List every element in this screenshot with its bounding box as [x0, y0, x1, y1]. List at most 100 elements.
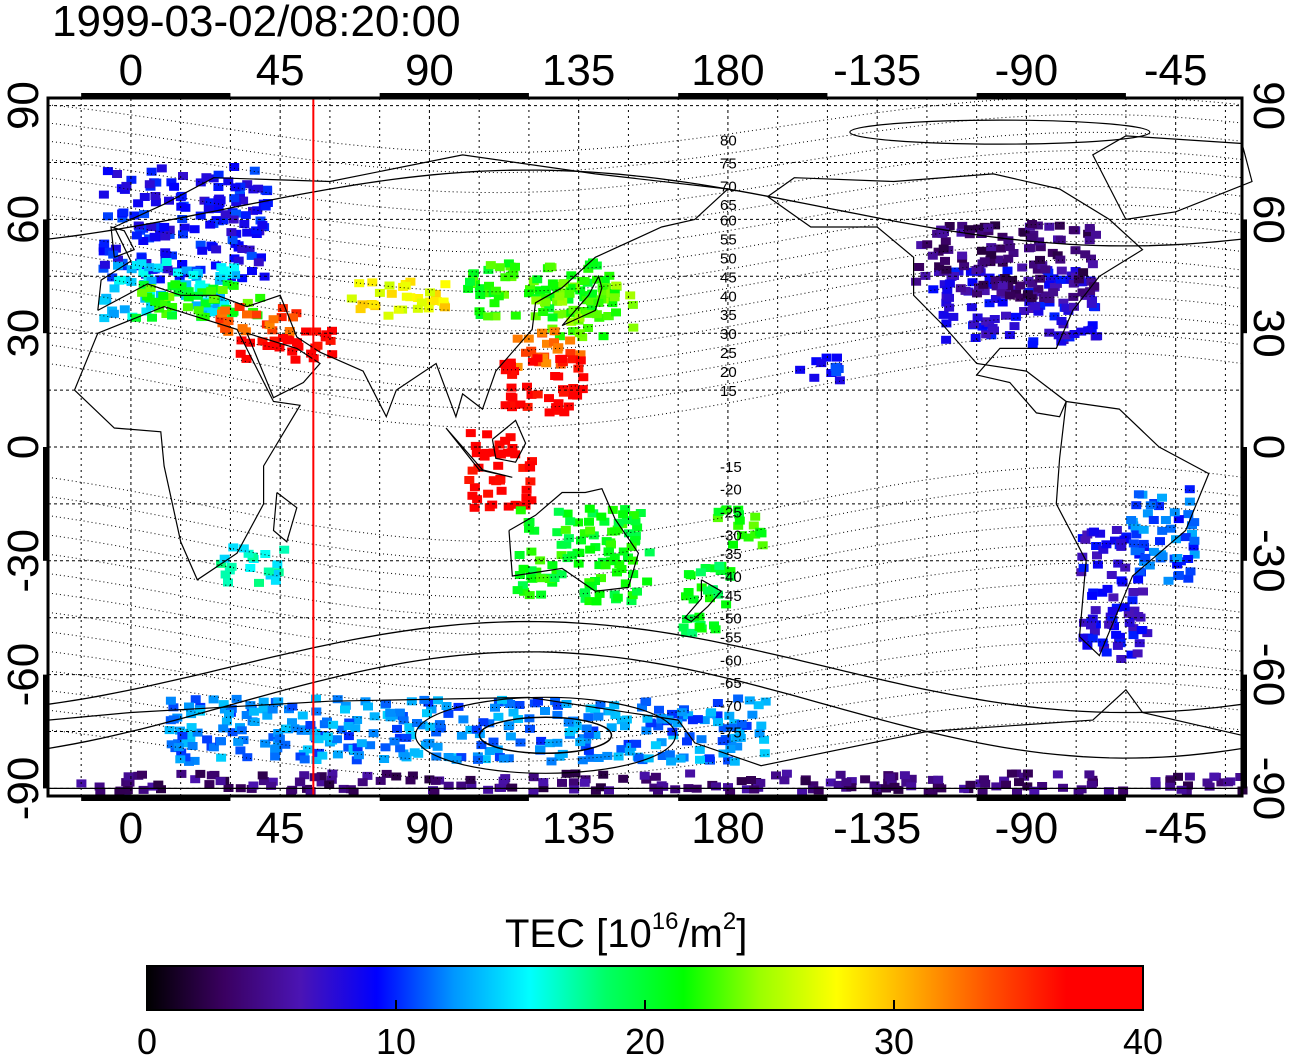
tec-cell	[348, 787, 359, 796]
tec-cell	[1027, 340, 1038, 349]
tec-cell	[983, 223, 994, 232]
tec-cell	[590, 577, 600, 585]
contour-label: -65	[720, 675, 742, 692]
tec-cell	[1026, 233, 1037, 242]
contour-line	[47, 582, 1243, 654]
contour-label: -45	[720, 588, 742, 605]
tec-cell	[520, 501, 531, 510]
tec-cell	[184, 702, 194, 711]
tec-cell	[607, 505, 618, 514]
tec-cell	[1132, 649, 1143, 658]
tec-cell	[628, 511, 639, 520]
tec-cell	[532, 354, 543, 363]
tec-cell	[465, 775, 476, 784]
tec-cell	[1007, 276, 1018, 285]
tec-cell	[725, 567, 736, 576]
tec-cell	[202, 735, 213, 744]
tec-cell	[1111, 630, 1122, 639]
tec-cell	[243, 549, 254, 558]
contour-label: -30	[720, 527, 742, 544]
tec-cell	[1128, 624, 1139, 633]
tec-cell	[464, 476, 475, 484]
tec-cell	[1052, 770, 1063, 779]
tec-cell	[1099, 643, 1110, 652]
tec-cell	[487, 500, 498, 509]
tec-cell	[1040, 265, 1051, 274]
tec-cell	[534, 358, 545, 367]
tec-cell	[495, 476, 505, 485]
contour-label: -15	[720, 459, 742, 476]
tec-cell	[1087, 634, 1098, 643]
tec-cell	[154, 275, 165, 284]
tec-cell	[199, 196, 210, 205]
tec-cell	[267, 777, 278, 786]
tec-cell	[552, 738, 563, 747]
tec-cell	[1108, 593, 1119, 602]
tec-cell	[287, 785, 298, 794]
tec-cell	[978, 280, 989, 289]
tec-cell	[481, 448, 492, 457]
tec-cell	[214, 194, 225, 203]
tec-cell	[573, 559, 584, 568]
tec-cell	[346, 294, 357, 303]
tec-cell	[553, 343, 564, 352]
tec-cell	[1006, 769, 1017, 778]
tec-cell	[606, 723, 617, 732]
tec-cell	[682, 737, 692, 746]
tec-cell	[384, 281, 395, 290]
tec-cell	[138, 269, 149, 278]
tec-cell	[1183, 510, 1194, 519]
tec-cell	[1165, 524, 1176, 533]
tec-cell	[515, 738, 526, 747]
tec-cell	[399, 752, 410, 761]
tec-cell	[734, 510, 744, 519]
tec-cell	[234, 303, 245, 311]
tec-cell	[98, 247, 109, 256]
tec-cell	[279, 545, 290, 554]
tec-cell	[292, 338, 302, 347]
tec-cell	[189, 225, 200, 234]
tec-cell	[626, 597, 637, 606]
tec-cell	[1029, 260, 1039, 269]
tec-cell	[413, 294, 424, 302]
tec-cell	[488, 476, 499, 485]
tec-cell	[1101, 648, 1112, 657]
tec-cell	[744, 696, 755, 705]
tec-cell	[700, 564, 711, 572]
tec-cell	[606, 557, 617, 566]
tec-cell	[928, 775, 938, 784]
tec-cell	[557, 297, 568, 306]
tec-cell	[237, 245, 248, 253]
tec-cell	[621, 715, 632, 724]
tec-cell	[759, 735, 770, 744]
tec-cell	[215, 293, 225, 302]
tec-cell	[311, 707, 322, 716]
tec-cell	[522, 402, 533, 411]
tec-cell	[1169, 508, 1180, 517]
tec-cell	[213, 204, 224, 213]
tec-cell	[983, 280, 994, 289]
tec-cell	[139, 193, 150, 201]
tec-cell	[269, 569, 280, 578]
tec-cell	[544, 739, 555, 748]
tec-cell	[1111, 526, 1122, 534]
tec-cell	[916, 241, 927, 250]
tec-cell	[1035, 274, 1046, 283]
tec-cell	[733, 694, 744, 703]
frame-bar	[379, 795, 529, 801]
tec-cell	[138, 237, 149, 245]
tec-cell	[301, 327, 312, 336]
tec-cell	[435, 724, 446, 733]
tec-cell	[1014, 778, 1024, 787]
tec-cell	[258, 777, 269, 786]
tec-cell	[941, 335, 952, 344]
tec-cell	[676, 708, 687, 717]
tec-cell	[1133, 575, 1144, 584]
tec-cell	[208, 743, 219, 752]
lat-tick-label-right: 60	[1244, 195, 1292, 244]
lon-tick-label: -45	[1144, 804, 1208, 853]
tec-cell	[860, 775, 871, 784]
tec-cell	[641, 697, 652, 706]
contour-label: 65	[720, 197, 737, 214]
